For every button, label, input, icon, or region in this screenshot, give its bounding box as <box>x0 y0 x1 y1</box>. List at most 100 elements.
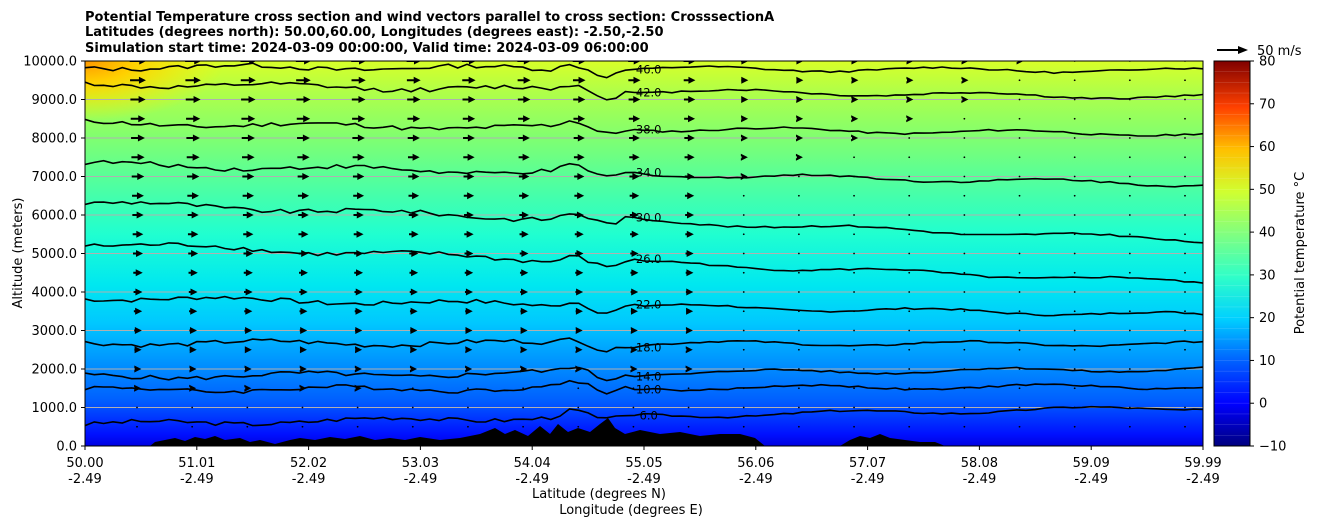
wind-vector <box>354 307 363 315</box>
wind-vector <box>1184 175 1186 178</box>
wind-vector <box>742 329 745 332</box>
wind-vector <box>740 153 748 161</box>
wind-vector <box>797 348 800 351</box>
wind-vector <box>352 134 365 142</box>
wind-vector <box>577 425 580 428</box>
wind-vector <box>406 76 421 84</box>
contour-line <box>85 81 1203 101</box>
wind-vector <box>961 96 969 103</box>
wind-vector <box>684 153 695 161</box>
wind-vector <box>188 269 198 277</box>
quiver-key-arrowhead <box>1238 46 1248 54</box>
wind-vector <box>1128 368 1131 370</box>
wind-vector <box>853 291 855 293</box>
wind-vector <box>1184 406 1186 409</box>
wind-vector <box>408 211 419 219</box>
wind-vector <box>575 307 583 315</box>
x-tick-label-latitude: 55.05 <box>625 456 662 471</box>
x-tick-label-latitude: 50.00 <box>66 456 103 471</box>
wind-vector <box>1018 425 1021 428</box>
wind-vector <box>572 76 586 84</box>
quiver-key-label: 50 m/s <box>1257 44 1302 59</box>
wind-vector <box>189 307 198 315</box>
wind-vector <box>299 365 307 373</box>
x-tick-label-latitude: 56.06 <box>737 456 774 471</box>
wind-vector <box>354 288 363 296</box>
wind-vector <box>685 269 694 277</box>
wind-vector <box>464 250 474 257</box>
wind-vector <box>1128 310 1131 313</box>
wind-vector <box>353 230 364 238</box>
wind-vector <box>961 61 969 65</box>
y-tick-label: 10000.0 <box>23 55 77 70</box>
wind-vector <box>630 365 638 373</box>
wind-vector <box>797 368 800 370</box>
wind-vector <box>741 61 749 65</box>
wind-vector <box>1184 98 1186 101</box>
colorbar-tick-label: 70 <box>1259 97 1276 112</box>
wind-vector <box>1073 98 1076 101</box>
colorbar-frame <box>1213 60 1251 447</box>
wind-vector <box>1128 271 1131 274</box>
wind-vector <box>963 156 966 159</box>
wind-vector <box>963 291 966 293</box>
wind-vector <box>518 173 530 180</box>
wind-vector <box>409 269 419 277</box>
wind-vector <box>573 115 586 123</box>
wind-vector <box>1184 252 1186 255</box>
wind-vector <box>517 76 531 84</box>
wind-vector <box>632 406 635 409</box>
wind-vector <box>297 173 310 180</box>
wind-vector <box>411 406 414 409</box>
x-tick-label-longitude: -2.49 <box>627 472 661 487</box>
wind-vector <box>299 346 307 354</box>
wind-vector <box>1018 214 1021 216</box>
chart-title-line-2: Latitudes (degrees north): 50.00,60.00, … <box>85 25 664 40</box>
wind-vector <box>465 346 473 354</box>
wind-vector <box>189 365 197 373</box>
wind-vector <box>1128 214 1131 216</box>
wind-vector <box>687 425 690 428</box>
wind-vector <box>1073 137 1076 139</box>
colorbar-tick-label: 50 <box>1259 183 1276 198</box>
wind-vector <box>296 76 311 84</box>
wind-vector <box>299 288 308 296</box>
wind-vector <box>519 250 529 257</box>
x-tick-label-longitude: -2.49 <box>404 472 438 487</box>
wind-vector <box>1073 252 1076 255</box>
wind-vector <box>465 307 473 315</box>
wind-vector <box>853 348 855 351</box>
wind-vector <box>630 288 639 296</box>
wind-vector <box>132 250 144 257</box>
wind-vector <box>853 194 855 197</box>
wind-vector <box>351 76 366 84</box>
wind-vector <box>851 115 859 123</box>
wind-vector <box>462 76 476 84</box>
contour-label: 30.0 <box>636 211 662 225</box>
wind-vector <box>1184 137 1186 139</box>
wind-vector <box>463 173 475 180</box>
wind-vector <box>851 76 859 84</box>
wind-vector <box>130 96 146 103</box>
contour-label: 6.0 <box>640 408 658 422</box>
wind-vector <box>191 425 194 428</box>
wind-vector <box>130 76 146 84</box>
wind-vector <box>963 117 966 120</box>
wind-vector <box>187 173 200 180</box>
wind-vector <box>628 115 641 123</box>
wind-vector <box>1073 175 1076 178</box>
wind-vector <box>297 192 310 200</box>
wind-vector <box>742 348 745 351</box>
wind-vector <box>908 214 911 216</box>
x-axis: 50.00-2.4951.01-2.4952.02-2.4953.03-2.49… <box>66 446 1222 487</box>
wind-vector <box>410 327 418 334</box>
wind-vector <box>853 271 855 274</box>
wind-vector <box>464 211 474 219</box>
wind-vector <box>1018 406 1021 409</box>
x-tick-label-longitude: -2.49 <box>515 472 549 487</box>
wind-vector <box>1073 291 1076 293</box>
x-tick-label-longitude: -2.49 <box>963 472 997 487</box>
wind-vector <box>246 425 249 428</box>
wind-vector <box>518 134 530 142</box>
wind-vector <box>687 387 690 390</box>
